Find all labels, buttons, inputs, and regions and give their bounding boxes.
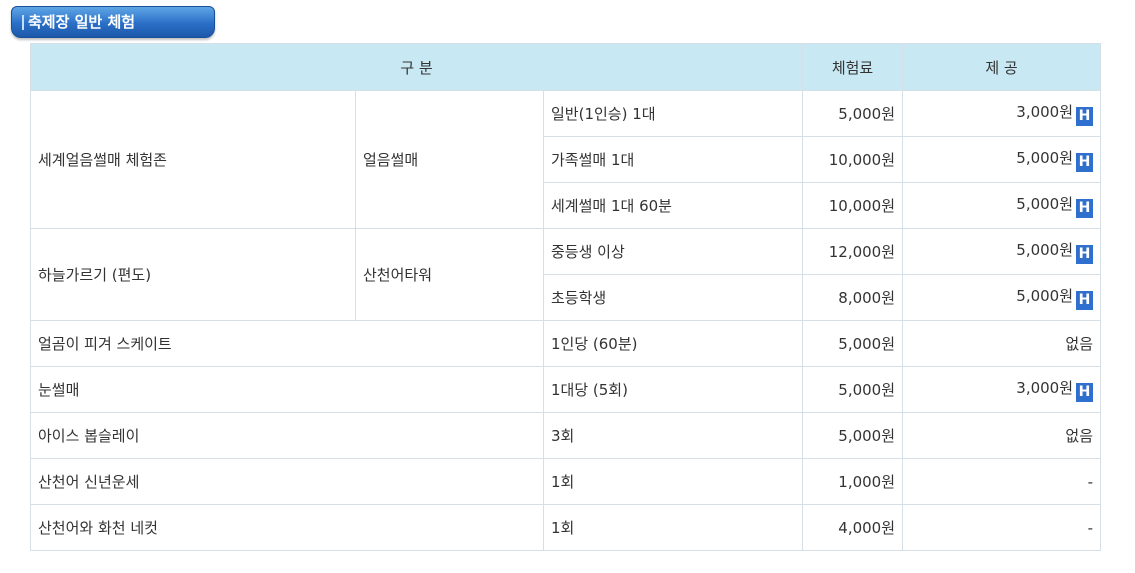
row-offer: 없음 [902,320,1102,367]
row-item: 1회 [542,504,804,551]
row-place: 얼음썰매 [355,90,544,229]
row-name: 산천어 신년운세 [30,458,544,505]
header-offer: 제 공 [902,43,1102,91]
title-bar-decoration [22,15,24,30]
row-offer: 5,000원 [1016,149,1074,167]
row-name: 얼곰이 피겨 스케이트 [30,320,544,367]
row-fee: 10,000원 [802,136,904,183]
row-name: 아이스 봅슬레이 [30,412,544,459]
table-row: 세계썰매 1대 60분 10,000원 5,000원 H [31,182,1102,229]
header-category: 구 분 [29,43,804,91]
row-offer: 5,000원 [1016,287,1074,305]
row-fee: 5,000원 [802,412,904,459]
h-badge-icon: H [1076,383,1094,402]
row-offer-cell: 3,000원 H [902,90,1102,137]
table-row: 얼곰이 피겨 스케이트 1인당 (60분) 5,000원 없음 [30,320,1102,367]
row-fee: 1,000원 [802,458,904,505]
row-offer-cell: 5,000원 H [902,228,1102,275]
table-row: 눈썰매 1대당 (5회) 5,000원 3,000원 H [30,366,1102,413]
row-item: 가족썰매 1대 [542,136,804,183]
section-title: 축제장 일반 체험 [28,13,136,31]
h-badge-icon: H [1076,199,1094,218]
row-item: 일반(1인승) 1대 [542,90,804,137]
row-item: 1인당 (60분) [542,320,804,367]
row-offer-cell: 5,000원 H [902,182,1102,229]
row-name: 산천어와 화천 네컷 [30,504,544,551]
row-fee: 4,000원 [802,504,904,551]
h-badge-icon: H [1076,291,1094,310]
h-badge-icon: H [1076,153,1094,172]
row-item: 1회 [542,458,804,505]
row-item: 중등생 이상 [542,228,804,275]
row-offer-cell: 3,000원 H [902,366,1102,413]
row-offer: 3,000원 [1016,379,1074,397]
table-row: 아이스 봅슬레이 3회 5,000원 없음 [30,412,1102,459]
row-item: 초등학생 [542,274,804,321]
row-name: 눈썰매 [30,366,544,413]
row-item: 1대당 (5회) [542,366,804,413]
table-row: 가족썰매 1대 10,000원 5,000원 H [31,136,1102,183]
row-name: 하늘가르기 (편도) [30,228,356,321]
row-offer: - [902,458,1102,505]
h-badge-icon: H [1076,245,1094,264]
section-title-tab: 축제장 일반 체험 [11,6,215,38]
table-row: 세계얼음썰매 체험존 얼음썰매 일반(1인승) 1대 5,000원 3,000원… [30,90,1102,229]
row-item: 세계썰매 1대 60분 [542,182,804,229]
table-row: 산천어와 화천 네컷 1회 4,000원 - [30,504,1102,551]
row-item: 3회 [542,412,804,459]
row-fee: 10,000원 [802,182,904,229]
row-offer: 5,000원 [1016,241,1074,259]
h-badge-icon: H [1076,107,1094,126]
row-offer: 3,000원 [1016,103,1074,121]
table-row: 하늘가르기 (편도) 산천어타워 중등생 이상 12,000원 5,000원 H [30,228,1102,321]
fee-table: 구 분 체험료 제 공 세계얼음썰매 체험존 얼음썰매 일반(1인승) 1대 5… [29,43,1102,551]
row-offer: 없음 [902,412,1102,459]
row-place: 산천어타워 [355,228,544,321]
table-header-row: 구 분 체험료 제 공 [29,43,1102,91]
row-fee: 5,000원 [802,366,904,413]
row-offer-cell: 5,000원 H [902,136,1102,183]
row-fee: 12,000원 [802,228,904,275]
row-offer: - [902,504,1102,551]
row-offer-cell: 5,000원 H [902,274,1102,321]
header-fee: 체험료 [802,43,904,91]
row-offer: 5,000원 [1016,195,1074,213]
row-fee: 5,000원 [802,90,904,137]
row-fee: 8,000원 [802,274,904,321]
table-row: 산천어 신년운세 1회 1,000원 - [30,458,1102,505]
row-fee: 5,000원 [802,320,904,367]
row-name: 세계얼음썰매 체험존 [30,90,356,229]
